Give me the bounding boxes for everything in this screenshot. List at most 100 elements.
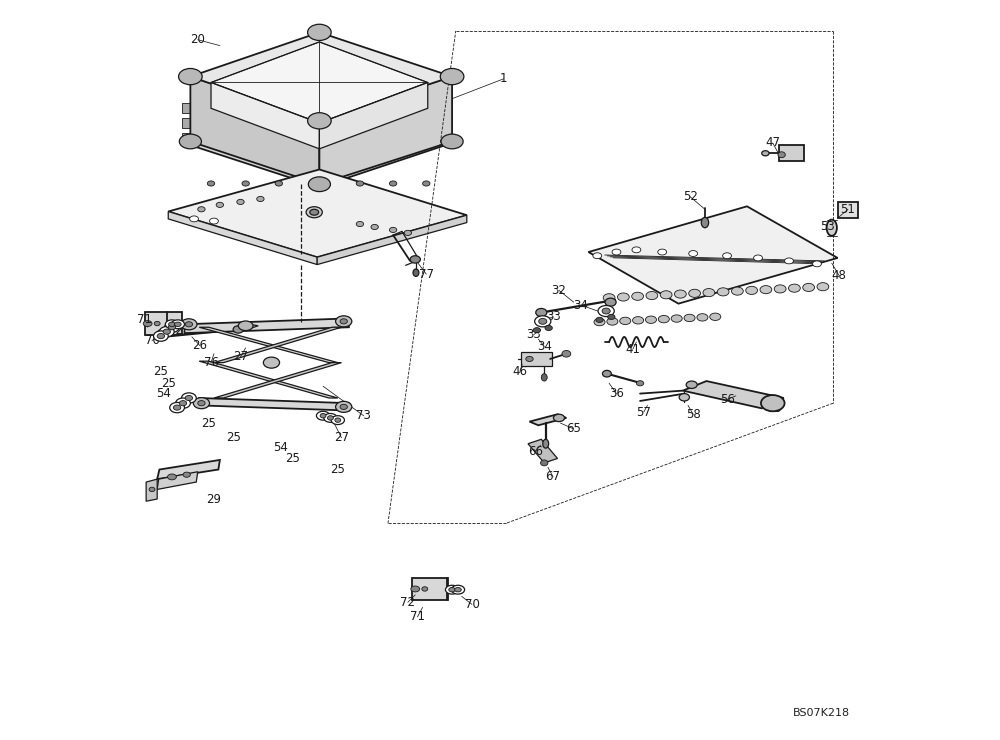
Ellipse shape [658,249,667,255]
Ellipse shape [612,249,621,255]
Ellipse shape [543,440,549,448]
Ellipse shape [689,289,701,297]
Ellipse shape [608,314,615,320]
Ellipse shape [422,587,428,591]
Ellipse shape [149,487,155,491]
Ellipse shape [308,177,330,192]
Ellipse shape [441,134,463,149]
Text: 70: 70 [465,598,479,611]
Ellipse shape [455,588,461,592]
Ellipse shape [813,261,821,267]
Ellipse shape [316,181,323,186]
Text: 27: 27 [334,431,349,444]
Polygon shape [157,471,198,489]
Text: 56: 56 [720,393,735,406]
Ellipse shape [632,247,641,253]
Text: 27: 27 [233,350,248,363]
Ellipse shape [605,298,616,306]
Ellipse shape [310,209,319,215]
Ellipse shape [168,474,176,480]
Ellipse shape [535,316,551,327]
Ellipse shape [316,411,330,420]
Ellipse shape [371,224,378,229]
Ellipse shape [198,400,205,406]
Ellipse shape [541,460,548,466]
Ellipse shape [594,318,605,326]
Ellipse shape [175,322,181,326]
Bar [442,125,451,135]
Polygon shape [168,169,467,258]
Ellipse shape [356,221,364,226]
Text: 34: 34 [574,299,589,312]
Ellipse shape [242,181,249,186]
Ellipse shape [216,202,224,207]
Polygon shape [319,82,428,149]
Text: 77: 77 [419,268,434,280]
Ellipse shape [181,319,197,330]
Text: 70: 70 [145,334,159,347]
Text: 71: 71 [137,313,152,326]
Ellipse shape [168,325,176,330]
Ellipse shape [754,255,762,261]
Polygon shape [199,327,338,363]
Ellipse shape [185,395,193,400]
Ellipse shape [336,316,352,327]
Ellipse shape [173,405,181,410]
Ellipse shape [320,414,326,418]
Ellipse shape [684,314,695,322]
Ellipse shape [238,321,253,331]
Ellipse shape [545,326,552,331]
Ellipse shape [660,291,672,299]
Ellipse shape [263,357,280,369]
Ellipse shape [171,320,184,329]
Polygon shape [528,440,558,463]
Polygon shape [146,479,157,501]
Ellipse shape [198,206,205,212]
Ellipse shape [179,69,202,84]
Ellipse shape [778,152,785,158]
Ellipse shape [703,289,715,297]
Ellipse shape [308,112,331,129]
Ellipse shape [327,416,333,420]
Ellipse shape [170,403,184,413]
Polygon shape [190,76,319,184]
Text: 32: 32 [552,284,566,297]
Ellipse shape [632,292,644,300]
Ellipse shape [451,585,465,594]
Text: 25: 25 [285,452,300,465]
Text: 1: 1 [500,73,507,85]
Ellipse shape [335,418,341,423]
Ellipse shape [620,317,631,325]
Polygon shape [319,76,452,184]
Text: 25: 25 [226,431,241,444]
Polygon shape [157,460,220,479]
Text: 58: 58 [686,408,701,421]
Text: 48: 48 [832,269,847,282]
Ellipse shape [179,134,201,149]
Bar [779,145,804,161]
Text: 41: 41 [625,343,640,356]
Ellipse shape [526,357,533,362]
Ellipse shape [157,334,165,339]
Polygon shape [529,414,566,425]
Text: 25: 25 [153,365,168,378]
Ellipse shape [679,394,689,401]
Text: 34: 34 [537,340,552,353]
Polygon shape [190,135,452,187]
Ellipse shape [785,258,793,264]
Ellipse shape [760,286,772,294]
Ellipse shape [762,151,769,156]
Text: 54: 54 [273,441,288,454]
Ellipse shape [143,320,152,326]
Ellipse shape [761,395,785,411]
Bar [442,110,451,121]
Ellipse shape [562,351,571,357]
Ellipse shape [697,314,708,321]
Ellipse shape [671,314,682,322]
Ellipse shape [210,218,218,224]
Ellipse shape [723,253,731,259]
Text: 47: 47 [765,136,780,149]
Ellipse shape [633,317,644,324]
Polygon shape [168,212,317,265]
Ellipse shape [165,320,179,329]
